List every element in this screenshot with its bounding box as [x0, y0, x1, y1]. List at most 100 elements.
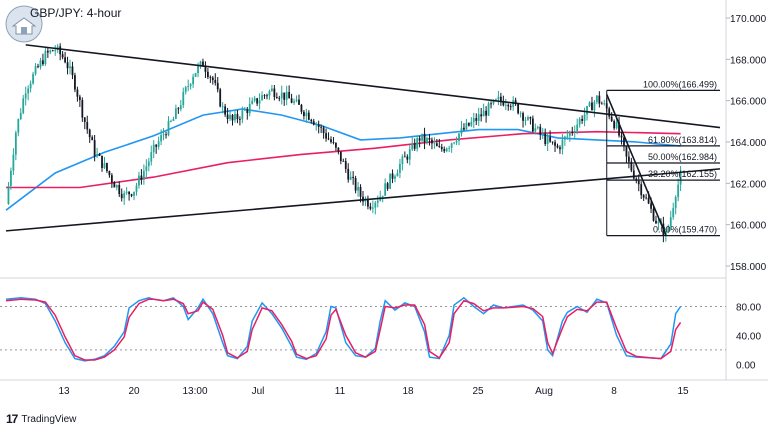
candle-body — [352, 176, 355, 179]
candle-body — [78, 96, 81, 101]
candle-body — [241, 110, 244, 120]
candle-body — [645, 197, 648, 199]
candle-body — [595, 95, 598, 103]
candle-body — [206, 71, 209, 78]
candle-body — [147, 161, 150, 167]
candle-body — [165, 134, 167, 136]
candle-body — [96, 154, 98, 157]
trendline — [5, 168, 721, 232]
candle-body — [514, 100, 517, 104]
candle-body — [179, 105, 182, 110]
candle-body — [416, 138, 419, 149]
candle-body — [581, 118, 584, 121]
candle-body — [285, 91, 288, 100]
candle-body — [448, 147, 451, 149]
candle-body — [381, 195, 384, 197]
candle-body — [527, 117, 529, 120]
candle-body — [541, 133, 544, 135]
axis-layer: 170.000 168.000 166.000 164.000 162.000 160.0… — [58, 14, 766, 397]
candle-body — [118, 185, 121, 194]
candle-body — [534, 128, 537, 132]
candle-body — [487, 103, 490, 116]
candle-body — [202, 61, 204, 67]
candle-body — [10, 170, 12, 187]
candle-body — [502, 100, 505, 106]
candle-body — [7, 186, 10, 204]
candle-body — [495, 99, 497, 101]
time-tick-label: 18 — [402, 386, 414, 397]
candle-body — [507, 104, 510, 107]
candle-body — [209, 77, 212, 78]
candle-body — [632, 170, 635, 179]
stoch-tick-label: 80.00 — [736, 302, 761, 313]
candle-body — [74, 75, 76, 90]
candle-body — [229, 114, 231, 120]
candle-body — [566, 135, 569, 137]
candle-body — [34, 66, 37, 74]
candle-body — [295, 99, 298, 102]
candle-body — [674, 197, 677, 209]
price-tick-label: 170.000 — [730, 14, 767, 25]
candle-body — [482, 110, 485, 117]
candle-body — [625, 146, 628, 157]
candle-body — [642, 195, 645, 198]
candle-body — [573, 131, 576, 132]
candle-body — [248, 103, 251, 114]
candle-body — [367, 198, 369, 207]
candle-body — [125, 191, 128, 194]
time-tick-label: 20 — [128, 386, 140, 397]
candle-body — [71, 66, 74, 76]
candle-body — [310, 119, 313, 122]
price-tick-label: 162.000 — [730, 179, 767, 190]
candle-body — [357, 186, 359, 191]
candle-body — [69, 66, 71, 69]
candle-body — [657, 221, 660, 224]
stoch-tick-label: 0.00 — [736, 360, 756, 371]
candle-body — [14, 132, 17, 155]
fib-level-label: 100.00%(166.499) — [643, 79, 717, 89]
candle-body — [536, 126, 539, 129]
candle-body — [123, 193, 126, 199]
candle-body — [458, 133, 460, 141]
footer-brand[interactable]: 17 TradingView — [6, 412, 76, 426]
candle-body — [640, 184, 643, 196]
candle-body — [288, 91, 291, 99]
candle-body — [192, 76, 195, 85]
trendline-layer — [5, 44, 721, 236]
candle-body — [103, 163, 106, 168]
candle-body — [347, 168, 350, 180]
candle-body — [630, 161, 633, 171]
candle-body — [559, 147, 561, 150]
candle-body — [650, 203, 652, 209]
candle-body — [162, 134, 165, 136]
candle-body — [150, 152, 153, 162]
candle-body — [384, 183, 387, 196]
fib-level-label: 0.00%(159.470) — [653, 225, 717, 235]
candle-body — [293, 101, 295, 103]
candle-body — [261, 95, 263, 101]
candle-body — [652, 208, 655, 221]
candle-body — [342, 160, 345, 162]
candle-body — [42, 60, 44, 65]
candle-body — [251, 100, 254, 104]
candle-body — [160, 135, 163, 142]
candle-body — [174, 108, 177, 119]
candle-body — [216, 82, 219, 90]
candle-body — [485, 110, 488, 116]
candle-body — [76, 89, 79, 97]
candle-body — [88, 129, 91, 138]
candle-body — [108, 171, 111, 176]
candle-body — [509, 106, 512, 108]
candle-body — [408, 149, 411, 160]
candle-body — [440, 146, 443, 150]
candle-body — [155, 144, 158, 147]
candle-body — [91, 137, 94, 141]
price-tick-label: 166.000 — [730, 97, 767, 108]
time-tick-label: 11 — [335, 386, 346, 397]
candle-body — [44, 50, 47, 65]
candle-body — [433, 143, 436, 145]
candle-body — [578, 118, 581, 125]
time-tick-label: Jul — [252, 386, 265, 397]
price-tick-label: 168.000 — [730, 55, 767, 66]
